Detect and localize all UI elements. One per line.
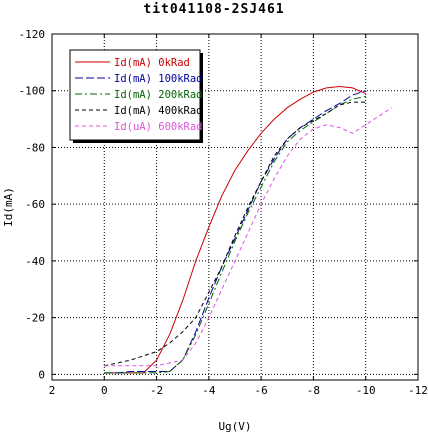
series-line-2 bbox=[104, 95, 366, 374]
y-tick-label: -40 bbox=[25, 255, 45, 268]
y-tick-label: -60 bbox=[25, 198, 45, 211]
legend-label-0: Id(mA) 0kRad bbox=[114, 57, 190, 69]
tick-layer: 2 0 -2 -4 -6 -8 -10 -120-20-40-60-80-100-120 bbox=[19, 28, 428, 397]
x-tick-label: -10 bbox=[356, 384, 376, 397]
legend-label-2: Id(mA) 200kRad bbox=[114, 89, 203, 101]
legend: Id(mA) 0kRad Id(mA) 100kRad Id(mA) 200kRad… bbox=[69, 49, 203, 143]
y-axis-label: Id(mA) bbox=[2, 187, 15, 227]
series-line-0 bbox=[104, 85, 366, 374]
series-line-1 bbox=[104, 90, 366, 374]
legend-label-3: Id(mA) 400kRad bbox=[114, 105, 203, 117]
y-tick-label: -120 bbox=[19, 28, 46, 41]
x-tick-label: -12 bbox=[408, 384, 428, 397]
chart-title: tit041108-2SJ461 bbox=[143, 2, 285, 17]
y-tick-label: -100 bbox=[19, 85, 46, 98]
y-tick-label: 0 bbox=[38, 368, 45, 381]
y-tick-label: -20 bbox=[25, 312, 45, 325]
legend-box bbox=[69, 49, 201, 141]
legend-label-4: Id(uA) 600kRad bbox=[114, 121, 203, 133]
series-layer bbox=[104, 85, 393, 374]
x-axis-label: Ug(V) bbox=[218, 420, 251, 433]
series-line-4 bbox=[104, 107, 393, 367]
x-tick-label: -8 bbox=[307, 384, 320, 397]
plot-frame bbox=[51, 33, 419, 381]
y-tick-label: -80 bbox=[25, 141, 45, 154]
x-tick-label: 2 bbox=[49, 384, 56, 397]
x-tick-label: -6 bbox=[255, 384, 268, 397]
x-tick-label: -4 bbox=[202, 384, 216, 397]
x-tick-label: 0 bbox=[101, 384, 108, 397]
x-tick-label: -2 bbox=[150, 384, 163, 397]
legend-label-1: Id(mA) 100kRad bbox=[114, 73, 203, 85]
